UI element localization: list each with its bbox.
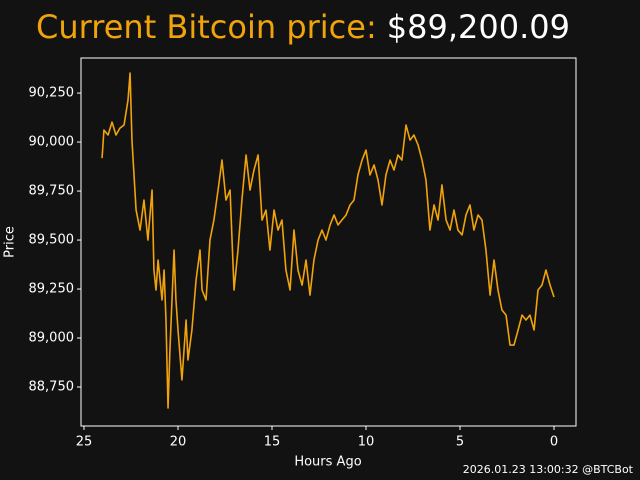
x-tick-label: 15	[264, 435, 281, 450]
x-tick-label: 0	[550, 435, 558, 450]
y-tick-label: 88,750	[29, 380, 75, 395]
title-value: $89,200.09	[387, 8, 570, 46]
plot-frame	[80, 57, 577, 427]
footer: 2026.01.23 13:00:32 @BTCBot	[463, 463, 634, 476]
x-tick-label: 20	[170, 435, 187, 450]
price-line	[101, 72, 555, 409]
x-tick-label: 5	[456, 435, 464, 450]
x-axis-label: Hours Ago	[294, 455, 361, 470]
y-tick-label: 89,250	[29, 282, 75, 297]
chart-title: Current Bitcoin price: $89,200.09	[36, 8, 570, 46]
y-tick-label: 89,750	[29, 184, 75, 199]
title-label: Current Bitcoin price:	[36, 8, 377, 46]
y-tick-label: 89,500	[29, 233, 75, 248]
x-tick-label: 10	[358, 435, 375, 450]
y-tick-label: 90,000	[29, 135, 75, 150]
y-axis-label: Price	[3, 226, 18, 258]
y-tick-label: 89,000	[29, 331, 75, 346]
y-tick-label: 90,250	[29, 86, 75, 101]
x-tick-label: 25	[76, 435, 93, 450]
